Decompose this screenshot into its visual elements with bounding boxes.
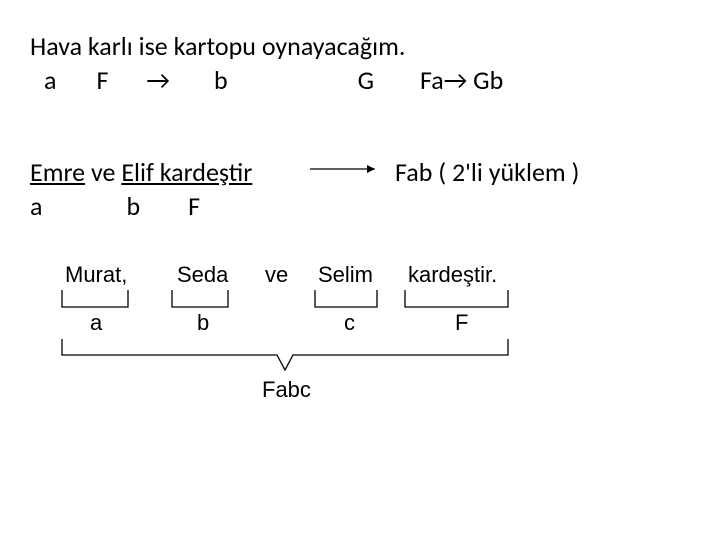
svg-text:c: c <box>344 310 355 335</box>
map-arrow: → <box>146 64 170 96</box>
svg-text:Fabc: Fabc <box>262 377 311 402</box>
map2-b: b <box>126 190 140 222</box>
map-G: G <box>358 64 374 96</box>
svg-text:b: b <box>197 310 209 335</box>
sentence-2-result: Fab ( 2'li yüklem ) <box>395 156 579 188</box>
svg-text:F: F <box>455 310 468 335</box>
svg-text:a: a <box>90 310 103 335</box>
map-F: F <box>96 64 108 96</box>
sentence-2-mapping: abF <box>30 190 690 222</box>
svg-text:Murat,: Murat, <box>65 262 127 287</box>
svg-text:ve: ve <box>265 262 288 287</box>
sentence-1-text: Hava karlı ise kartopu oynayacağım. <box>30 30 405 62</box>
map-result: Fa→ Gb <box>420 64 503 96</box>
map2-F: F <box>188 190 200 222</box>
sentence-1-mapping: a F → b G Fa→ Gb <box>30 64 690 96</box>
diagram-svg: Murat, a Seda b ve Selim c kardeştir. F Fabc <box>50 262 520 422</box>
sentence-1: Hava karlı ise kartopu oynayacağım. <box>30 30 690 62</box>
sentence-2: Emre ve Elif kardeştir Fab ( 2'li yüklem… <box>30 156 690 188</box>
svg-text:Selim: Selim <box>318 262 373 287</box>
map-b: b <box>214 64 228 96</box>
arrow-icon <box>30 156 390 182</box>
svg-text:Seda: Seda <box>177 262 229 287</box>
map2-a: a <box>30 190 42 222</box>
bracket-diagram: Murat, a Seda b ve Selim c kardeştir. F Fabc <box>50 262 690 429</box>
map-a: a <box>44 64 56 96</box>
svg-text:kardeştir.: kardeştir. <box>408 262 497 287</box>
